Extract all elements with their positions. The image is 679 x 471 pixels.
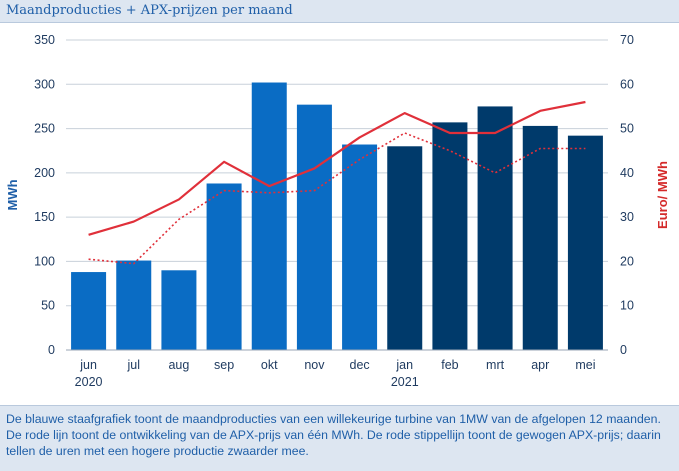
- caption-box: De blauwe staafgrafiek toont de maandpro…: [0, 405, 679, 471]
- chart-area: 0 50 100 150 200 250 300 350 0 10 20 30 40 50 60 70 MWh E…: [0, 23, 679, 405]
- y-tick-label: 0: [48, 343, 55, 357]
- bar-mei: [567, 135, 603, 350]
- apx-price-line: [88, 100, 586, 236]
- x-tick-label-jan: jan: [395, 358, 413, 372]
- bar-dec: [342, 144, 378, 350]
- x-tick-label-feb: feb: [441, 358, 458, 372]
- y-tick-label: 350: [34, 33, 55, 47]
- caption-text: De blauwe staafgrafiek toont de maandpro…: [6, 412, 661, 458]
- bar-sep: [206, 183, 242, 350]
- y-tick-label: 150: [34, 210, 55, 224]
- bar-jan: [387, 146, 423, 350]
- x-tick-label-sep: sep: [214, 358, 234, 372]
- bar-nov: [296, 104, 332, 351]
- chart-title: Maandproducties + APX-prijzen per maand: [6, 3, 293, 18]
- x-tick-label-apr: apr: [531, 358, 549, 372]
- y2-tick-label: 70: [620, 33, 634, 47]
- year-label-2021: 2021: [391, 375, 419, 389]
- bar-aug: [161, 270, 197, 350]
- y2-tick-label: 40: [620, 166, 634, 180]
- x-tick-label-mei: mei: [575, 358, 595, 372]
- bar-jul: [116, 260, 152, 350]
- y2-tick-label: 0: [620, 343, 627, 357]
- y2-axis-title: Euro/ MWh: [655, 161, 670, 229]
- y-tick-label: 50: [41, 299, 55, 313]
- bar-mrt: [477, 106, 513, 350]
- y-tick-label: 200: [34, 166, 55, 180]
- y-axis-title: MWh: [5, 179, 20, 210]
- title-bar: Maandproducties + APX-prijzen per maand: [0, 0, 679, 23]
- bar-jun: [71, 272, 107, 350]
- x-tick-label-dec: dec: [350, 358, 370, 372]
- y-tick-label: 100: [34, 254, 55, 268]
- x-tick-label-nov: nov: [304, 358, 325, 372]
- y2-tick-label: 10: [620, 299, 634, 313]
- weighted-apx-line: [88, 132, 586, 265]
- x-tick-label-jul: jul: [126, 358, 140, 372]
- y-tick-label: 300: [34, 77, 55, 91]
- x-tick-label-aug: aug: [168, 358, 189, 372]
- x-tick-label-jun: jun: [79, 358, 97, 372]
- bar-feb: [432, 122, 468, 350]
- y2-tick-label: 60: [620, 77, 634, 91]
- chart-svg: 0 50 100 150 200 250 300 350 0 10 20 30 40 50 60 70 MWh E…: [5, 33, 670, 389]
- y2-tick-label: 30: [620, 210, 634, 224]
- year-label-2020: 2020: [75, 375, 103, 389]
- y-tick-label: 250: [34, 122, 55, 136]
- x-tick-label-okt: okt: [261, 358, 278, 372]
- bar-okt: [251, 82, 287, 350]
- bar-apr: [522, 125, 558, 351]
- x-tick-label-mrt: mrt: [486, 358, 505, 372]
- y2-tick-label: 20: [620, 254, 634, 268]
- y2-tick-label: 50: [620, 122, 634, 136]
